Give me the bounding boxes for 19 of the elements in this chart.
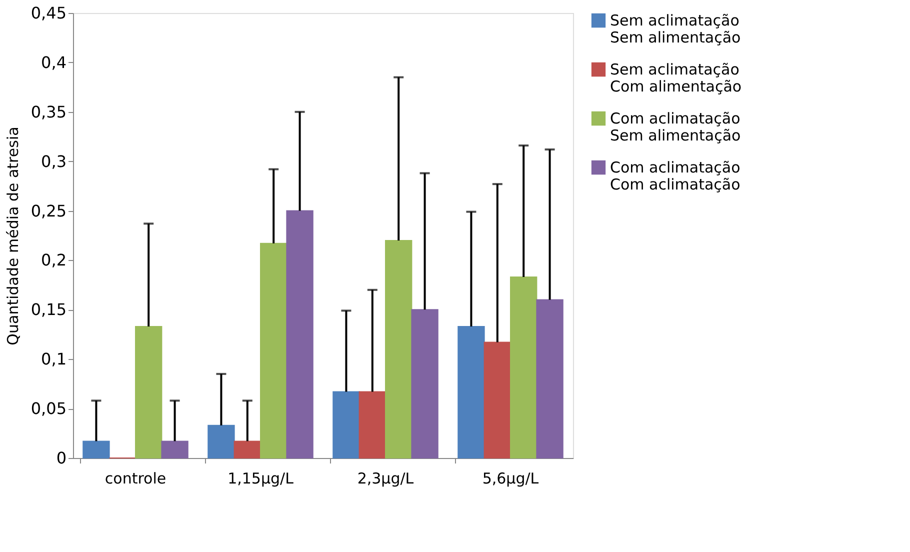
y-tick-label: 0,05 xyxy=(30,399,66,418)
y-tick-label: 0,35 xyxy=(30,102,66,122)
y-tick-label: 0,1 xyxy=(41,350,66,369)
legend-label: Sem aclimatação Com alimentação xyxy=(610,60,742,96)
y-tick-label: 0,3 xyxy=(41,152,66,171)
legend-label: Sem aclimatação Sem alimentação xyxy=(610,12,741,46)
y-tick-label: 0 xyxy=(56,448,66,468)
y-axis-title: Quantidade média de atresia xyxy=(4,126,22,346)
x-tick-label: controle xyxy=(104,470,166,488)
y-tick-label: 0,25 xyxy=(30,201,66,220)
x-tick-label: 5,6µg/L xyxy=(482,470,540,488)
y-tick-label: 0,4 xyxy=(41,52,66,72)
legend-label: Com aclimatação Com aclimatação xyxy=(610,158,740,194)
legend-label: Com aclimatação Sem alimentação xyxy=(610,110,741,144)
x-tick-label: 1,15µg/L xyxy=(228,470,294,488)
y-tick-label: 0,2 xyxy=(41,250,66,270)
y-tick-label: 0,15 xyxy=(30,300,66,320)
x-tick-label: 2,3µg/L xyxy=(357,470,414,488)
y-tick-label: 0,45 xyxy=(30,4,66,22)
